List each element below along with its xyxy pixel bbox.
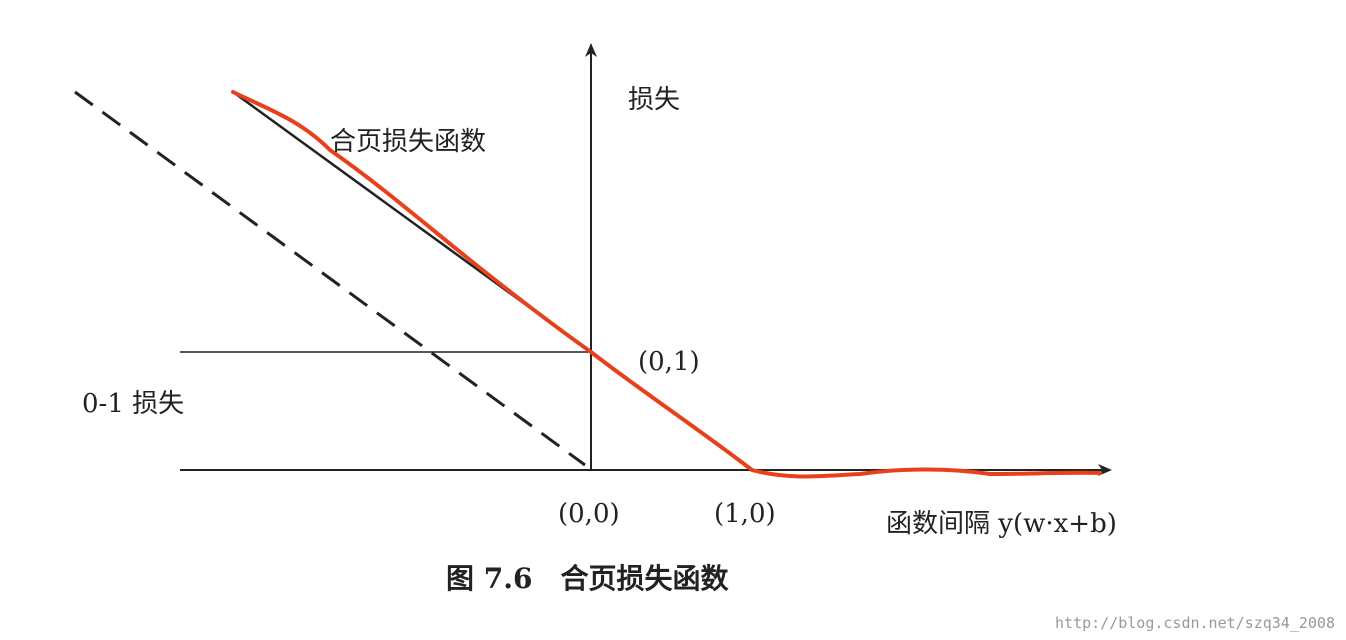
caption: 图 7.6 合页损失函数: [446, 562, 729, 595]
y-axis-label: 损失: [628, 85, 680, 115]
zero-one-loss-line: [74, 90, 586, 467]
x-axis-label: 函数间隔 y(w·x+b): [886, 509, 1117, 539]
watermark: http://blog.csdn.net/szq34_2008: [1055, 614, 1335, 632]
hinge-label: 合页损失函数: [330, 127, 486, 157]
point-label: (1,0): [714, 499, 776, 529]
zero-one-label: 0-1 损失: [82, 389, 184, 419]
point-label: (0,0): [558, 499, 620, 529]
point-label: (0,1): [638, 347, 700, 377]
hinge-loss-highlight: [231, 90, 1102, 479]
